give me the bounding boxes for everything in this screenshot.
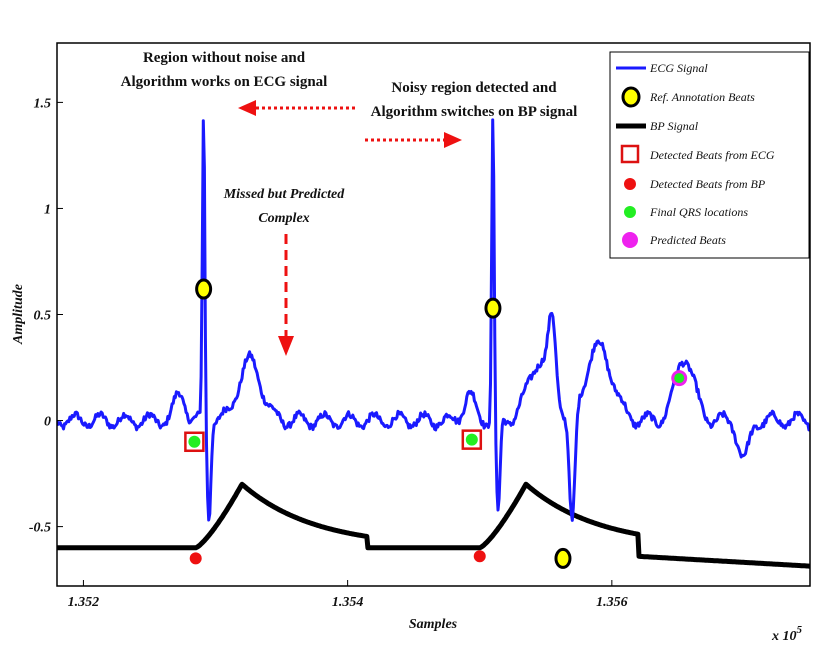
legend: ECG Signal Ref. Annotation Beats BP Sign… [609,51,810,259]
annotation-left-line1: Region without noise and [143,50,306,66]
legend-box [609,51,810,259]
ref-annotation-beat [484,297,502,319]
detected-bp-beat [473,550,486,563]
y-tick-label: 1 [44,202,51,217]
arrow-down-head [278,336,294,356]
annotation-missed-line2: Complex [258,211,309,226]
detected-bp-beat [189,552,202,565]
y-tick-label: 0 [44,415,51,430]
legend-final-qrs-label: Final QRS locations [649,205,748,219]
ecg-signal-line [57,118,810,522]
legend-detected-ecg-label: Detected Beats from ECG [649,148,775,162]
legend-detected-bp-swatch [624,178,636,190]
legend-ref-swatch [621,86,641,108]
x-axis-multiplier: x 105 [771,624,803,644]
arrow-right-head [444,132,462,148]
legend-bp-label: BP Signal [650,119,699,133]
final-qrs-location [465,433,478,446]
y-tick-label: -0.5 [29,521,51,536]
x-tick-label: 1.354 [332,595,364,610]
annotation-missed-line1: Missed but Predicted [223,187,346,202]
legend-detected-ecg-swatch [620,144,640,164]
legend-predicted-swatch [622,232,638,248]
x-tick-label: 1.352 [68,595,100,610]
annotation-left-line2: Algorithm works on ECG signal [121,74,328,90]
legend-detected-bp-label: Detected Beats from BP [649,177,766,191]
annotation-right-line1: Noisy region detected and [391,80,557,96]
legend-predicted-label: Predicted Beats [649,233,726,247]
y-tick-label: 0.5 [34,309,52,324]
arrow-left-head [238,100,256,116]
x-axis-label: Samples [409,617,458,632]
legend-ecg-label: ECG Signal [649,61,708,75]
predicted-qrs-location [674,373,685,384]
final-qrs-location [188,435,201,448]
detected-ecg-beat [461,429,483,450]
y-tick-label: 1.5 [34,96,52,111]
annotation-right-line2: Algorithm switches on BP signal [371,104,578,120]
legend-final-qrs-swatch [624,206,636,218]
ref-annotation-beat [554,547,572,569]
detected-ecg-beat [184,431,205,453]
legend-ref-label: Ref. Annotation Beats [649,90,755,104]
y-axis-label: Amplitude [11,284,26,345]
x-tick-label: 1.356 [596,595,628,610]
ref-annotation-beat [195,278,213,300]
bp-signal-line [57,481,810,569]
